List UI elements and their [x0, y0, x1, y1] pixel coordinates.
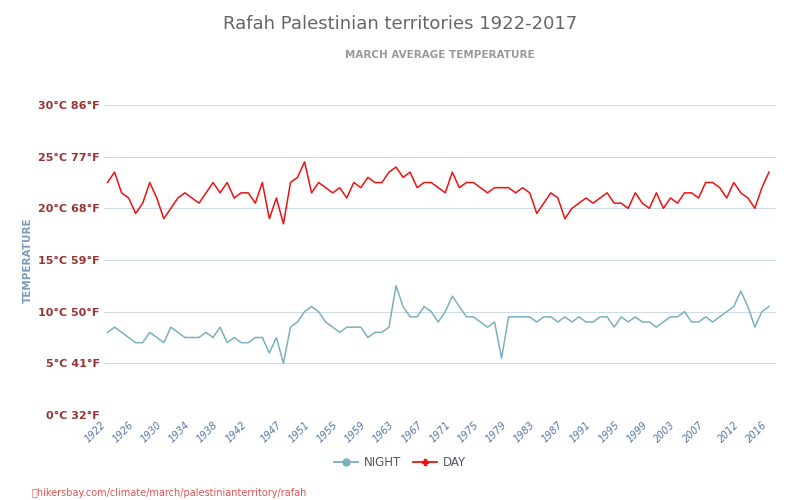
Text: Rafah Palestinian territories 1922-2017: Rafah Palestinian territories 1922-2017 [223, 15, 577, 33]
Y-axis label: TEMPERATURE: TEMPERATURE [22, 217, 33, 303]
Text: 📍hikersbay.com/climate/march/palestinianterritory/rafah: 📍hikersbay.com/climate/march/palestinian… [32, 488, 307, 498]
Legend: NIGHT, DAY: NIGHT, DAY [330, 452, 470, 474]
Text: MARCH AVERAGE TEMPERATURE: MARCH AVERAGE TEMPERATURE [345, 50, 535, 60]
